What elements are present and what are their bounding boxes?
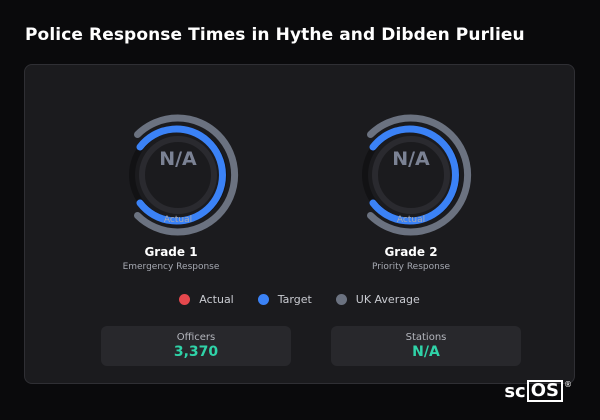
- legend-dot-red: [179, 294, 191, 305]
- response-times-card: N/A Actual Grade 1 Emergency Response N/…: [24, 64, 575, 384]
- uk-average-arc: [134, 114, 239, 236]
- legend-label: Actual: [199, 293, 234, 306]
- grade-2-value: N/A: [392, 148, 430, 170]
- officers-label: Officers: [176, 332, 216, 343]
- actual-track-ring: [139, 136, 217, 214]
- actual-track-ring: [372, 136, 450, 214]
- legend-label: UK Average: [355, 293, 420, 306]
- stations-label: Stations: [405, 332, 447, 343]
- grade-1-sub-label: Actual: [163, 215, 193, 225]
- legend-item-actual: Actual: [179, 293, 234, 306]
- grade-1-gauge: N/A Actual: [111, 105, 239, 236]
- logo-boxed: OS: [526, 380, 563, 402]
- target-arc: [136, 125, 226, 225]
- page-title: Police Response Times in Hythe and Dibde…: [25, 25, 525, 45]
- scos-logo: sc OS ®: [504, 380, 572, 402]
- grade-1-description: Emergency Response: [122, 262, 220, 272]
- officers-stat: Officers 3,370: [101, 326, 291, 366]
- uk-average-arc: [367, 114, 472, 236]
- legend-item-uk-average: UK Average: [335, 293, 420, 306]
- legend-dot-blue: [257, 294, 269, 305]
- logo-registered-mark: ®: [564, 380, 572, 389]
- legend-dot-gray: [335, 294, 347, 305]
- grade-1-gauge-rings: [129, 114, 239, 236]
- grade-2-description: Priority Response: [371, 262, 451, 272]
- stations-stat: Stations N/A: [331, 326, 521, 366]
- grade-2-title: Grade 2: [384, 245, 438, 259]
- legend: Actual Target UK Average: [25, 293, 574, 306]
- grade-2-gauge: N/A Actual: [344, 105, 472, 236]
- legend-label: Target: [277, 293, 312, 306]
- target-arc: [369, 125, 459, 225]
- logo-prefix: sc: [504, 380, 526, 402]
- grade-2-gauge-rings: [362, 114, 472, 236]
- grade-1-value: N/A: [159, 148, 197, 170]
- grade-1-title: Grade 1: [144, 245, 198, 259]
- officers-value: 3,370: [173, 344, 219, 360]
- grade-2-sub-label: Actual: [396, 215, 426, 225]
- legend-item-target: Target: [257, 293, 312, 306]
- stations-value: N/A: [412, 344, 440, 360]
